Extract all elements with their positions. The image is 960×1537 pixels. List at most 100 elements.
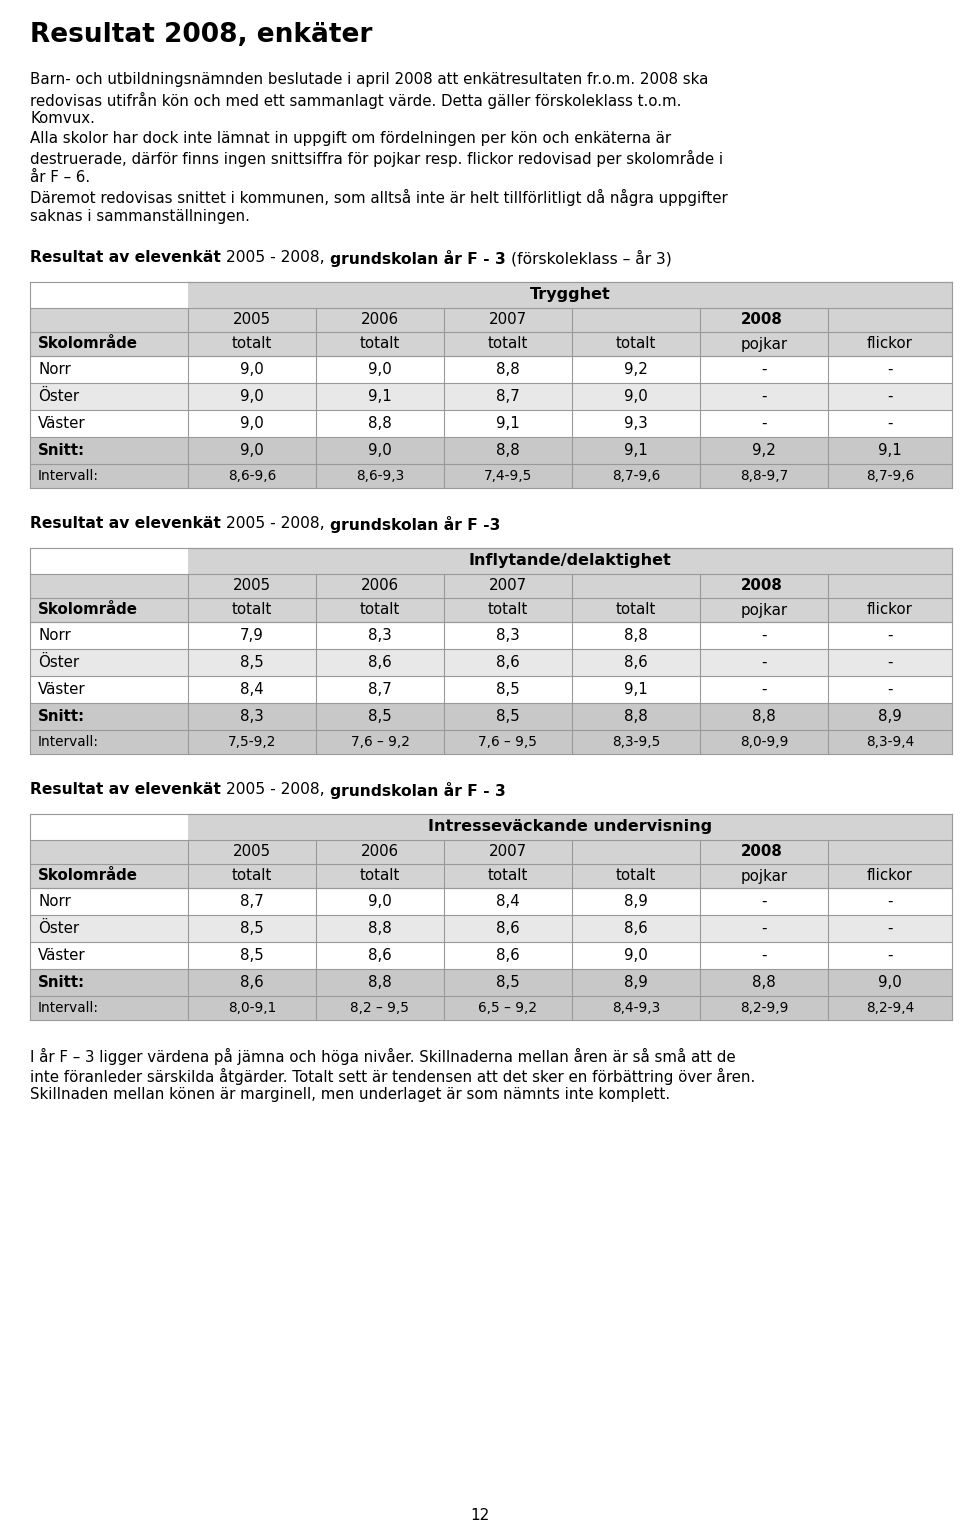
- Text: 8,9: 8,9: [878, 709, 901, 724]
- Text: 8,8: 8,8: [624, 709, 648, 724]
- Bar: [30, 622, 952, 649]
- Text: -: -: [761, 655, 767, 670]
- Text: totalt: totalt: [231, 337, 273, 352]
- Bar: [30, 598, 952, 622]
- Text: 7,6 – 9,2: 7,6 – 9,2: [350, 735, 409, 749]
- Text: totalt: totalt: [615, 603, 657, 618]
- Text: Norr: Norr: [38, 629, 71, 642]
- Text: 8,2-9,4: 8,2-9,4: [866, 1001, 914, 1014]
- Bar: [30, 730, 952, 755]
- Text: 8,6: 8,6: [368, 655, 392, 670]
- Text: 8,5: 8,5: [496, 709, 520, 724]
- Text: Trygghet: Trygghet: [530, 287, 611, 303]
- Text: -: -: [887, 629, 893, 642]
- Text: 7,6 – 9,5: 7,6 – 9,5: [478, 735, 538, 749]
- Text: 9,0: 9,0: [368, 895, 392, 908]
- Text: inte föranleder särskilda åtgärder. Totalt sett är tendensen att det sker en för: inte föranleder särskilda åtgärder. Tota…: [30, 1068, 756, 1085]
- Text: Intervall:: Intervall:: [38, 469, 99, 483]
- Text: -: -: [761, 682, 767, 696]
- Text: 2005: 2005: [233, 312, 271, 327]
- Text: 9,1: 9,1: [496, 417, 520, 430]
- Text: 8,8: 8,8: [752, 709, 776, 724]
- Text: 2005 - 2008,: 2005 - 2008,: [227, 251, 329, 264]
- Text: -: -: [887, 895, 893, 908]
- Text: 8,6-9,3: 8,6-9,3: [356, 469, 404, 483]
- Text: 9,0: 9,0: [240, 443, 264, 458]
- Text: Intervall:: Intervall:: [38, 735, 99, 749]
- Text: -: -: [761, 921, 767, 936]
- Text: 2005: 2005: [233, 578, 271, 593]
- Bar: [30, 437, 952, 464]
- Text: 2007: 2007: [489, 844, 527, 859]
- Text: 2005 - 2008,: 2005 - 2008,: [227, 516, 329, 530]
- Text: totalt: totalt: [488, 603, 528, 618]
- Text: totalt: totalt: [360, 603, 400, 618]
- Text: 8,3: 8,3: [368, 629, 392, 642]
- Text: -: -: [887, 417, 893, 430]
- Text: 8,6: 8,6: [496, 655, 520, 670]
- Text: totalt: totalt: [360, 868, 400, 884]
- Text: 8,7: 8,7: [368, 682, 392, 696]
- Text: destruerade, därför finns ingen snittsiffra för pojkar resp. flickor redovisad p: destruerade, därför finns ingen snittsif…: [30, 151, 723, 168]
- Text: Resultat av elevenkät: Resultat av elevenkät: [30, 782, 227, 798]
- Text: 8,0-9,1: 8,0-9,1: [228, 1001, 276, 1014]
- Text: I år F – 3 ligger värdena på jämna och höga nivåer. Skillnaderna mellan åren är : I år F – 3 ligger värdena på jämna och h…: [30, 1048, 735, 1065]
- Bar: [30, 702, 952, 730]
- Text: -: -: [887, 655, 893, 670]
- Text: grundskolan år F -3: grundskolan år F -3: [329, 516, 500, 533]
- Text: Snitt:: Snitt:: [38, 709, 85, 724]
- Text: 9,1: 9,1: [624, 443, 648, 458]
- Text: grundskolan år F - 3: grundskolan år F - 3: [329, 782, 506, 799]
- Text: 12: 12: [470, 1508, 490, 1523]
- Text: 2008: 2008: [741, 844, 782, 859]
- Bar: [30, 888, 952, 915]
- Text: 8,4: 8,4: [496, 895, 520, 908]
- Text: totalt: totalt: [231, 603, 273, 618]
- Text: Resultat av elevenkät: Resultat av elevenkät: [30, 251, 227, 264]
- Text: 8,7-9,6: 8,7-9,6: [612, 469, 660, 483]
- Text: Väster: Väster: [38, 948, 85, 964]
- Bar: [30, 968, 952, 996]
- Text: 2006: 2006: [361, 312, 399, 327]
- Text: Skillnaden mellan könen är marginell, men underlaget är som nämnts inte komplett: Skillnaden mellan könen är marginell, me…: [30, 1087, 670, 1102]
- Text: 8,6: 8,6: [496, 948, 520, 964]
- Text: totalt: totalt: [488, 337, 528, 352]
- Text: Skolområde: Skolområde: [38, 603, 138, 618]
- Text: 8,6: 8,6: [368, 948, 392, 964]
- Bar: [30, 573, 952, 598]
- Bar: [30, 942, 952, 968]
- Text: 9,0: 9,0: [240, 389, 264, 404]
- Text: 9,0: 9,0: [624, 948, 648, 964]
- Text: 8,3: 8,3: [240, 709, 264, 724]
- Text: år F – 6.: år F – 6.: [30, 169, 90, 184]
- Bar: [188, 549, 952, 573]
- Text: 2006: 2006: [361, 844, 399, 859]
- Text: 9,3: 9,3: [624, 417, 648, 430]
- Text: 9,0: 9,0: [624, 389, 648, 404]
- Text: 8,6-9,6: 8,6-9,6: [228, 469, 276, 483]
- Text: Norr: Norr: [38, 363, 71, 377]
- Text: 8,8: 8,8: [752, 974, 776, 990]
- Text: 8,6: 8,6: [624, 921, 648, 936]
- Bar: [30, 841, 952, 864]
- Text: Inflytande/delaktighet: Inflytande/delaktighet: [468, 553, 671, 569]
- Bar: [30, 464, 952, 489]
- Text: -: -: [761, 629, 767, 642]
- Text: 8,9: 8,9: [624, 974, 648, 990]
- Text: -: -: [761, 389, 767, 404]
- Text: 8,5: 8,5: [240, 921, 264, 936]
- Text: 7,4-9,5: 7,4-9,5: [484, 469, 532, 483]
- Text: -: -: [761, 363, 767, 377]
- Text: Väster: Väster: [38, 682, 85, 696]
- Text: Öster: Öster: [38, 389, 79, 404]
- Text: saknas i sammanställningen.: saknas i sammanställningen.: [30, 209, 250, 223]
- Text: 2007: 2007: [489, 312, 527, 327]
- Text: 8,7: 8,7: [240, 895, 264, 908]
- Text: -: -: [887, 682, 893, 696]
- Text: 8,5: 8,5: [496, 974, 520, 990]
- Text: 8,6: 8,6: [240, 974, 264, 990]
- Text: Intervall:: Intervall:: [38, 1001, 99, 1014]
- Text: 9,2: 9,2: [752, 443, 776, 458]
- Text: 8,5: 8,5: [496, 682, 520, 696]
- Text: 9,1: 9,1: [624, 682, 648, 696]
